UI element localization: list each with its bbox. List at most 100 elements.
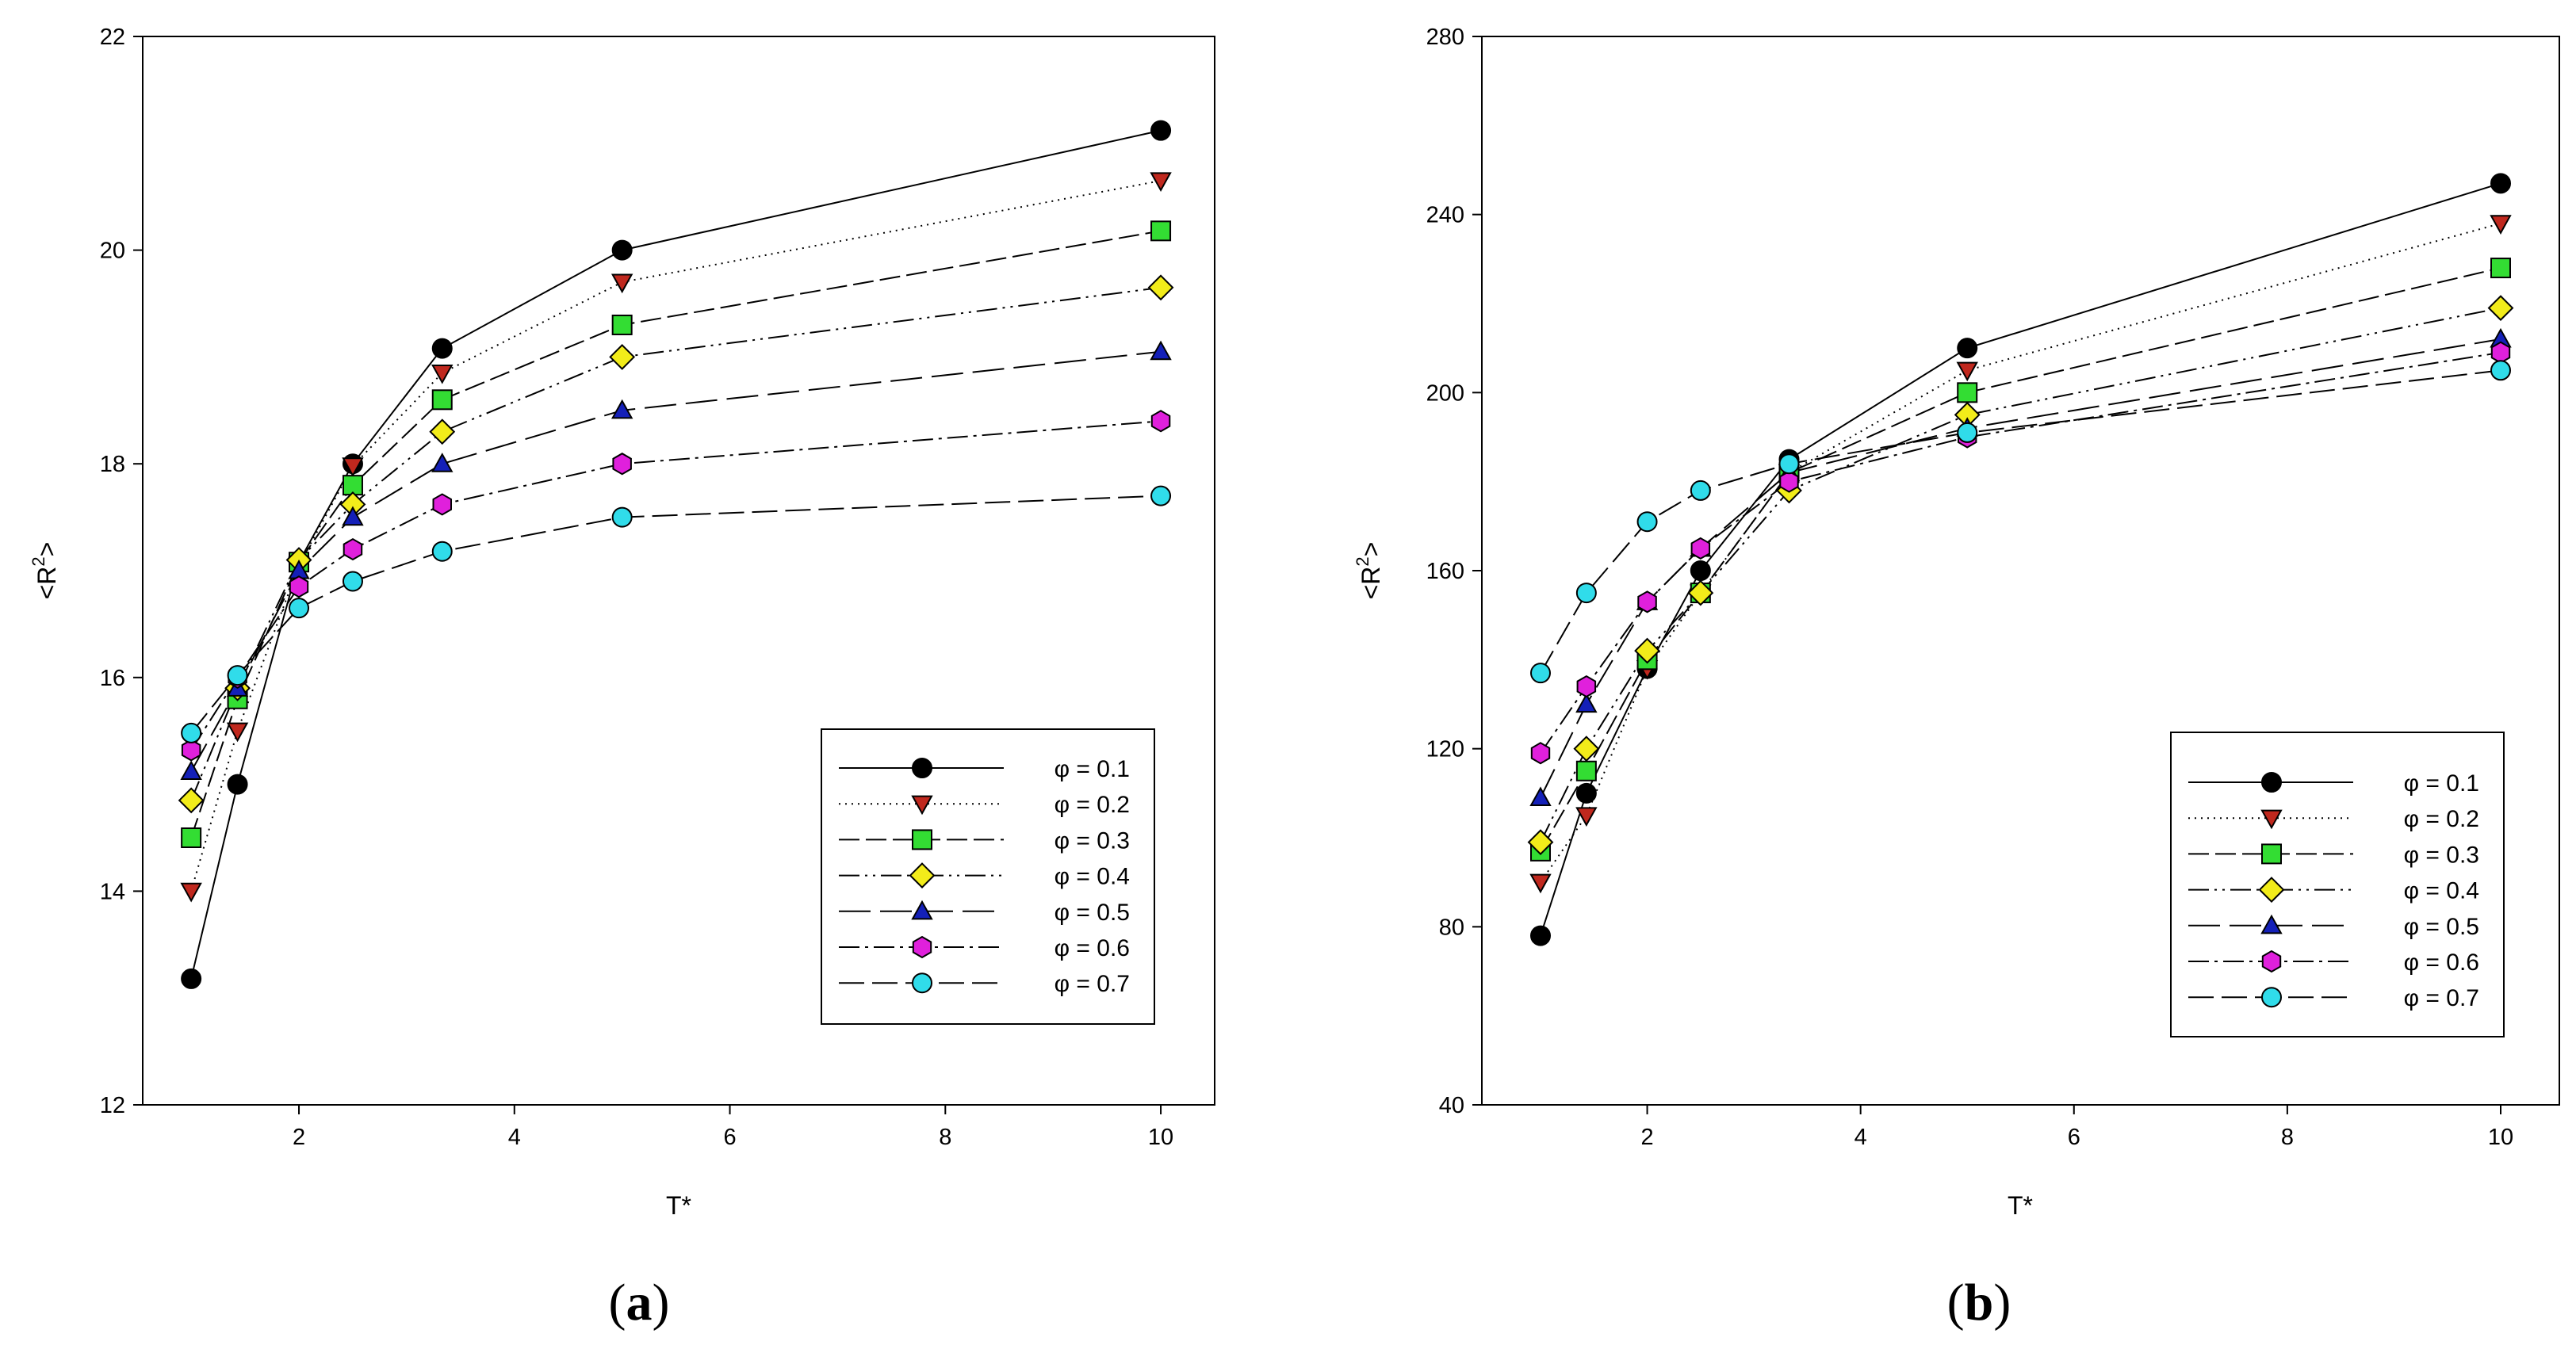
data-point-phi-7 bbox=[611, 506, 633, 528]
series-line-phi-7 bbox=[1540, 369, 2501, 674]
data-point-phi-7 bbox=[1575, 583, 1597, 604]
x-tick-label: 2 bbox=[1640, 1125, 1653, 1150]
data-point-phi-6 bbox=[1779, 470, 1799, 493]
data-point-phi-7 bbox=[2490, 360, 2511, 381]
y-tick-label: 160 bbox=[1426, 559, 1464, 584]
x-tick-label: 4 bbox=[508, 1125, 521, 1150]
data-point-phi-3 bbox=[1957, 382, 1978, 403]
x-axis-title: T* bbox=[2008, 1191, 2033, 1220]
y-tick-label: 14 bbox=[100, 879, 125, 904]
y-tick-label: 22 bbox=[100, 25, 125, 50]
data-point-phi-2 bbox=[1575, 807, 1598, 827]
legend-marker-phi-7 bbox=[912, 972, 932, 994]
data-point-phi-6 bbox=[181, 739, 201, 762]
data-point-phi-4 bbox=[609, 343, 636, 370]
data-point-phi-5 bbox=[611, 399, 633, 419]
legend-label-phi-3: φ = 0.3 bbox=[1055, 827, 1130, 854]
x-tick-label: 6 bbox=[723, 1125, 736, 1150]
data-point-phi-1 bbox=[181, 968, 202, 989]
legend-marker-phi-7 bbox=[2261, 987, 2282, 1008]
x-tick-label: 10 bbox=[2488, 1125, 2513, 1150]
data-point-phi-1 bbox=[227, 774, 248, 795]
legend-marker-phi-2 bbox=[911, 795, 933, 816]
panel-label-letter: b bbox=[1965, 1274, 1994, 1332]
legend-marker-phi-4 bbox=[2258, 877, 2285, 904]
legend-marker-phi-3 bbox=[2261, 843, 2282, 865]
legend-marker-phi-6 bbox=[912, 935, 932, 959]
legend-label-phi-7: φ = 0.7 bbox=[1055, 971, 1130, 997]
panel-label-open: ( bbox=[1947, 1274, 1965, 1332]
data-point-phi-2 bbox=[180, 882, 202, 903]
data-point-phi-7 bbox=[181, 722, 202, 743]
data-point-phi-3 bbox=[2490, 258, 2511, 279]
legend-label-phi-6: φ = 0.6 bbox=[1055, 935, 1130, 961]
x-tick-label: 8 bbox=[939, 1125, 951, 1150]
y-tick-label: 40 bbox=[1439, 1093, 1464, 1118]
data-point-phi-6 bbox=[1576, 674, 1597, 698]
legend-marker-phi-5 bbox=[2260, 914, 2283, 934]
data-point-phi-1 bbox=[1957, 338, 1978, 359]
data-point-phi-4 bbox=[1634, 637, 1660, 664]
x-tick-label: 6 bbox=[2068, 1125, 2080, 1150]
data-point-phi-7 bbox=[1150, 485, 1172, 506]
data-point-phi-6 bbox=[1150, 410, 1171, 433]
panel-label-close: ) bbox=[1993, 1274, 2011, 1332]
legend-label-phi-2: φ = 0.2 bbox=[1055, 792, 1130, 818]
series-line-phi-5 bbox=[190, 350, 1162, 772]
series-line-phi-5 bbox=[1540, 338, 2501, 798]
y-axis-title-suffix: > bbox=[1357, 542, 1385, 557]
data-point-phi-2 bbox=[431, 365, 454, 384]
legend-marker-phi-2 bbox=[2260, 809, 2283, 830]
panel-label: (b) bbox=[1947, 1274, 2011, 1332]
data-point-phi-2 bbox=[611, 273, 633, 294]
x-tick-label: 10 bbox=[1148, 1125, 1173, 1150]
data-point-phi-6 bbox=[1530, 742, 1551, 765]
y-axis-title-prefix: <R bbox=[1357, 567, 1385, 600]
data-point-phi-2 bbox=[1529, 873, 1552, 894]
data-point-phi-7 bbox=[431, 541, 453, 562]
data-point-phi-5 bbox=[342, 506, 364, 526]
plot-frame bbox=[142, 36, 1215, 1106]
legend-label-phi-5: φ = 0.5 bbox=[1055, 900, 1130, 926]
legend-label-phi-6: φ = 0.6 bbox=[2404, 950, 2479, 976]
data-point-phi-6 bbox=[2490, 341, 2511, 364]
legend-marker-phi-1 bbox=[912, 758, 932, 778]
data-point-phi-3 bbox=[181, 827, 202, 848]
legend: φ = 0.1 φ = 0.2 φ = 0.3 φ = 0.4 φ = 0.5 φ = 0… bbox=[2170, 732, 2505, 1037]
legend-label-phi-3: φ = 0.3 bbox=[2404, 842, 2479, 868]
y-tick-label: 12 bbox=[100, 1093, 125, 1118]
legend-label-phi-4: φ = 0.4 bbox=[1055, 864, 1130, 890]
data-point-phi-4 bbox=[1527, 829, 1554, 856]
data-point-phi-1 bbox=[431, 338, 453, 359]
legend-label-phi-1: φ = 0.1 bbox=[2404, 770, 2479, 797]
data-point-phi-4 bbox=[1147, 274, 1174, 301]
legend-marker-phi-6 bbox=[2261, 950, 2282, 973]
data-point-phi-5 bbox=[1529, 786, 1552, 807]
data-point-phi-7 bbox=[1530, 663, 1552, 684]
y-tick-label: 120 bbox=[1426, 737, 1464, 762]
data-point-phi-1 bbox=[1530, 925, 1552, 946]
legend-label-phi-5: φ = 0.5 bbox=[2404, 914, 2479, 940]
x-tick-label: 2 bbox=[293, 1125, 305, 1150]
series-line-phi-6 bbox=[190, 420, 1162, 751]
data-point-phi-6 bbox=[343, 537, 363, 561]
legend-marker-phi-5 bbox=[911, 900, 933, 920]
data-point-phi-3 bbox=[611, 314, 633, 335]
y-tick-label: 240 bbox=[1426, 203, 1464, 228]
data-point-phi-5 bbox=[431, 453, 454, 472]
data-point-phi-3 bbox=[1150, 220, 1172, 242]
legend-label-phi-1: φ = 0.1 bbox=[1055, 756, 1130, 782]
data-point-phi-2 bbox=[342, 457, 364, 477]
data-point-phi-4 bbox=[429, 418, 456, 445]
data-point-phi-3 bbox=[1575, 760, 1597, 781]
y-axis-title-suffix: > bbox=[33, 542, 61, 557]
data-point-phi-4 bbox=[1687, 579, 1714, 606]
data-point-phi-6 bbox=[432, 493, 452, 516]
y-axis-title-superscript: 2 bbox=[1353, 556, 1372, 566]
y-tick-label: 20 bbox=[100, 239, 125, 264]
data-point-phi-7 bbox=[289, 598, 310, 619]
data-point-phi-6 bbox=[289, 575, 309, 598]
data-point-phi-3 bbox=[431, 389, 453, 411]
